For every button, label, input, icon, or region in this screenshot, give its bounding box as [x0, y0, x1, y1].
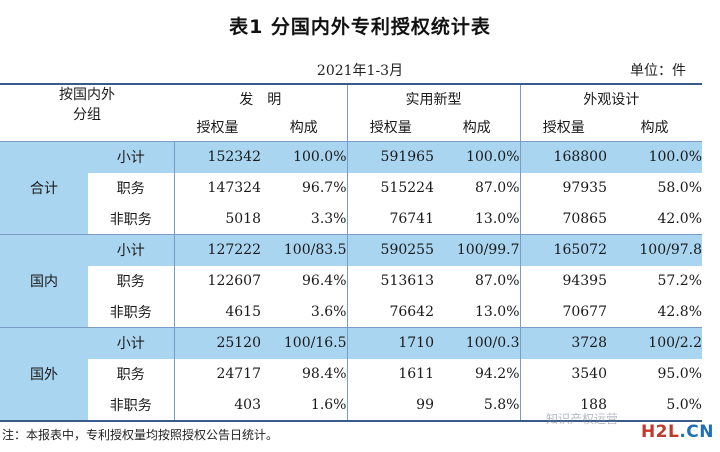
share-cell: 3.3% [310, 210, 347, 227]
share-cell: 42.8% [657, 303, 702, 320]
share-cell: 100.0% [261, 141, 347, 173]
share-cell: 42.0% [657, 210, 702, 227]
row-label: 非职务 [109, 211, 152, 228]
row-label: 职务 [116, 367, 145, 383]
row-group-header-text: 按国内外 分组 [59, 87, 115, 123]
count-cell: 3540 [519, 358, 607, 390]
count-cell: 76741 [346, 203, 434, 235]
row-label: 小计 [88, 141, 174, 173]
share-cell: 98.4% [302, 366, 347, 382]
row-label: 职务 [116, 181, 145, 197]
subheader-count: 授权量 [519, 113, 607, 142]
page-title: 表1 分国内外专利授权统计表 [229, 16, 491, 38]
table-body: 合计 小计 152342 100.0% 591965 100.0% 168800 100.0%… [0, 141, 702, 421]
share-cell: 58.0% [657, 180, 702, 196]
logo-part-1: H2L [640, 422, 680, 442]
table-row: 职务 122607 96.4% 513613 87.0% 94395 57.2% [0, 265, 702, 297]
share-cell: 100/2.2 [607, 327, 702, 359]
share-cell: 96.4% [302, 273, 347, 289]
share-cell: 13.0% [475, 303, 520, 320]
row-label: 小计 [88, 234, 174, 266]
count-cell: 152342 [173, 141, 261, 173]
row-label: 非职务 [109, 304, 152, 321]
row-group-header: 按国内外 分组 [0, 84, 174, 142]
share-cell: 96.7% [302, 180, 347, 196]
table-row: 合计 小计 152342 100.0% 591965 100.0% 168800 100.0% [0, 141, 702, 235]
table-row: 国内 小计 127222 100/83.5 590255 100/99.7 165072 10… [0, 234, 702, 328]
share-cell: 100.0% [434, 141, 520, 173]
share-cell: 57.2% [657, 273, 702, 289]
share-cell: 3.6% [310, 303, 347, 320]
share-cell: 1.6% [310, 396, 347, 413]
table-row: 非职务 5018 3.3% 76741 13.0% 70865 42.0% [0, 203, 702, 235]
share-cell: 94.2% [475, 366, 520, 382]
count-cell: 590255 [346, 234, 434, 266]
count-cell: 24717 [173, 358, 261, 390]
count-cell: 97935 [519, 172, 607, 204]
count-cell: 591965 [346, 141, 434, 173]
count-cell: 515224 [346, 172, 434, 204]
share-cell: 100/0.3 [434, 327, 520, 359]
count-cell: 122607 [173, 265, 261, 297]
count-cell: 5018 [173, 203, 261, 235]
subheader-count: 授权量 [346, 113, 434, 142]
table-row: 非职务 4615 3.6% 76642 13.0% 70677 42.8% [0, 296, 702, 328]
period-label: 2021年1-3月 [316, 63, 404, 79]
count-cell: 188 [519, 389, 607, 421]
count-cell: 3728 [519, 327, 607, 359]
share-cell: 13.0% [475, 210, 520, 227]
category-header-utility: 实用新型 [346, 84, 520, 113]
count-cell: 4615 [173, 296, 261, 328]
table-row: 国外 小计 25120 100/16.5 1710 100/0.3 3728 100/2.2 [0, 327, 702, 421]
share-cell: 100.0% [607, 141, 702, 173]
share-cell: 100/16.5 [261, 327, 347, 359]
count-cell: 147324 [173, 172, 261, 204]
count-cell: 25120 [173, 327, 261, 359]
subheader-share: 构成 [289, 120, 318, 136]
subheader-share: 构成 [462, 120, 491, 136]
count-cell: 70677 [519, 296, 607, 328]
patent-stats-table: 按国内外 分组 发 明 实用新型 外观设计 授权量 构成 授权量 构成 授权量 … [0, 83, 702, 422]
count-cell: 513613 [346, 265, 434, 297]
count-cell: 403 [173, 389, 261, 421]
count-cell: 1611 [346, 358, 434, 390]
share-cell: 95.0% [657, 366, 702, 382]
count-cell: 165072 [519, 234, 607, 266]
subheader-count: 授权量 [196, 120, 239, 136]
count-cell: 94395 [519, 265, 607, 297]
category-header-design: 外观设计 [519, 84, 702, 113]
subheader-share: 构成 [640, 120, 669, 136]
watermark-text: 知识产权运营 [546, 412, 619, 426]
count-cell: 1710 [346, 327, 434, 359]
count-cell: 127222 [173, 234, 261, 266]
table-row: 职务 24717 98.4% 1611 94.2% 3540 95.0% [0, 358, 702, 390]
count-cell: 168800 [519, 141, 607, 173]
group-label: 合计 [0, 141, 88, 235]
row-label: 非职务 [109, 397, 152, 414]
group-label: 国外 [0, 327, 88, 421]
share-cell: 100/83.5 [261, 234, 347, 266]
share-cell: 5.0% [666, 396, 702, 413]
share-cell: 87.0% [475, 273, 520, 289]
footnote: 注：本报表中，专利授权量均按照授权公告日统计。 [2, 428, 279, 442]
share-cell: 100/97.8 [607, 234, 702, 266]
category-header-invention: 发 明 [239, 92, 282, 108]
table-row: 职务 147324 96.7% 515224 87.0% 97935 58.0% [0, 172, 702, 204]
site-logo: H2L.CN [641, 422, 714, 442]
share-cell: 100/99.7 [434, 234, 520, 266]
row-label: 小计 [88, 327, 174, 359]
count-cell: 76642 [346, 296, 434, 328]
logo-part-2: .CN [679, 422, 714, 442]
row-label: 职务 [116, 274, 145, 290]
unit-label: 单位：件 [630, 63, 686, 79]
count-cell: 70865 [519, 203, 607, 235]
table-row: 非职务 403 1.6% 99 5.8% 188 5.0% [0, 389, 702, 421]
group-label: 国内 [0, 234, 88, 328]
count-cell: 99 [346, 389, 434, 421]
share-cell: 5.8% [483, 396, 520, 413]
share-cell: 87.0% [475, 180, 520, 196]
